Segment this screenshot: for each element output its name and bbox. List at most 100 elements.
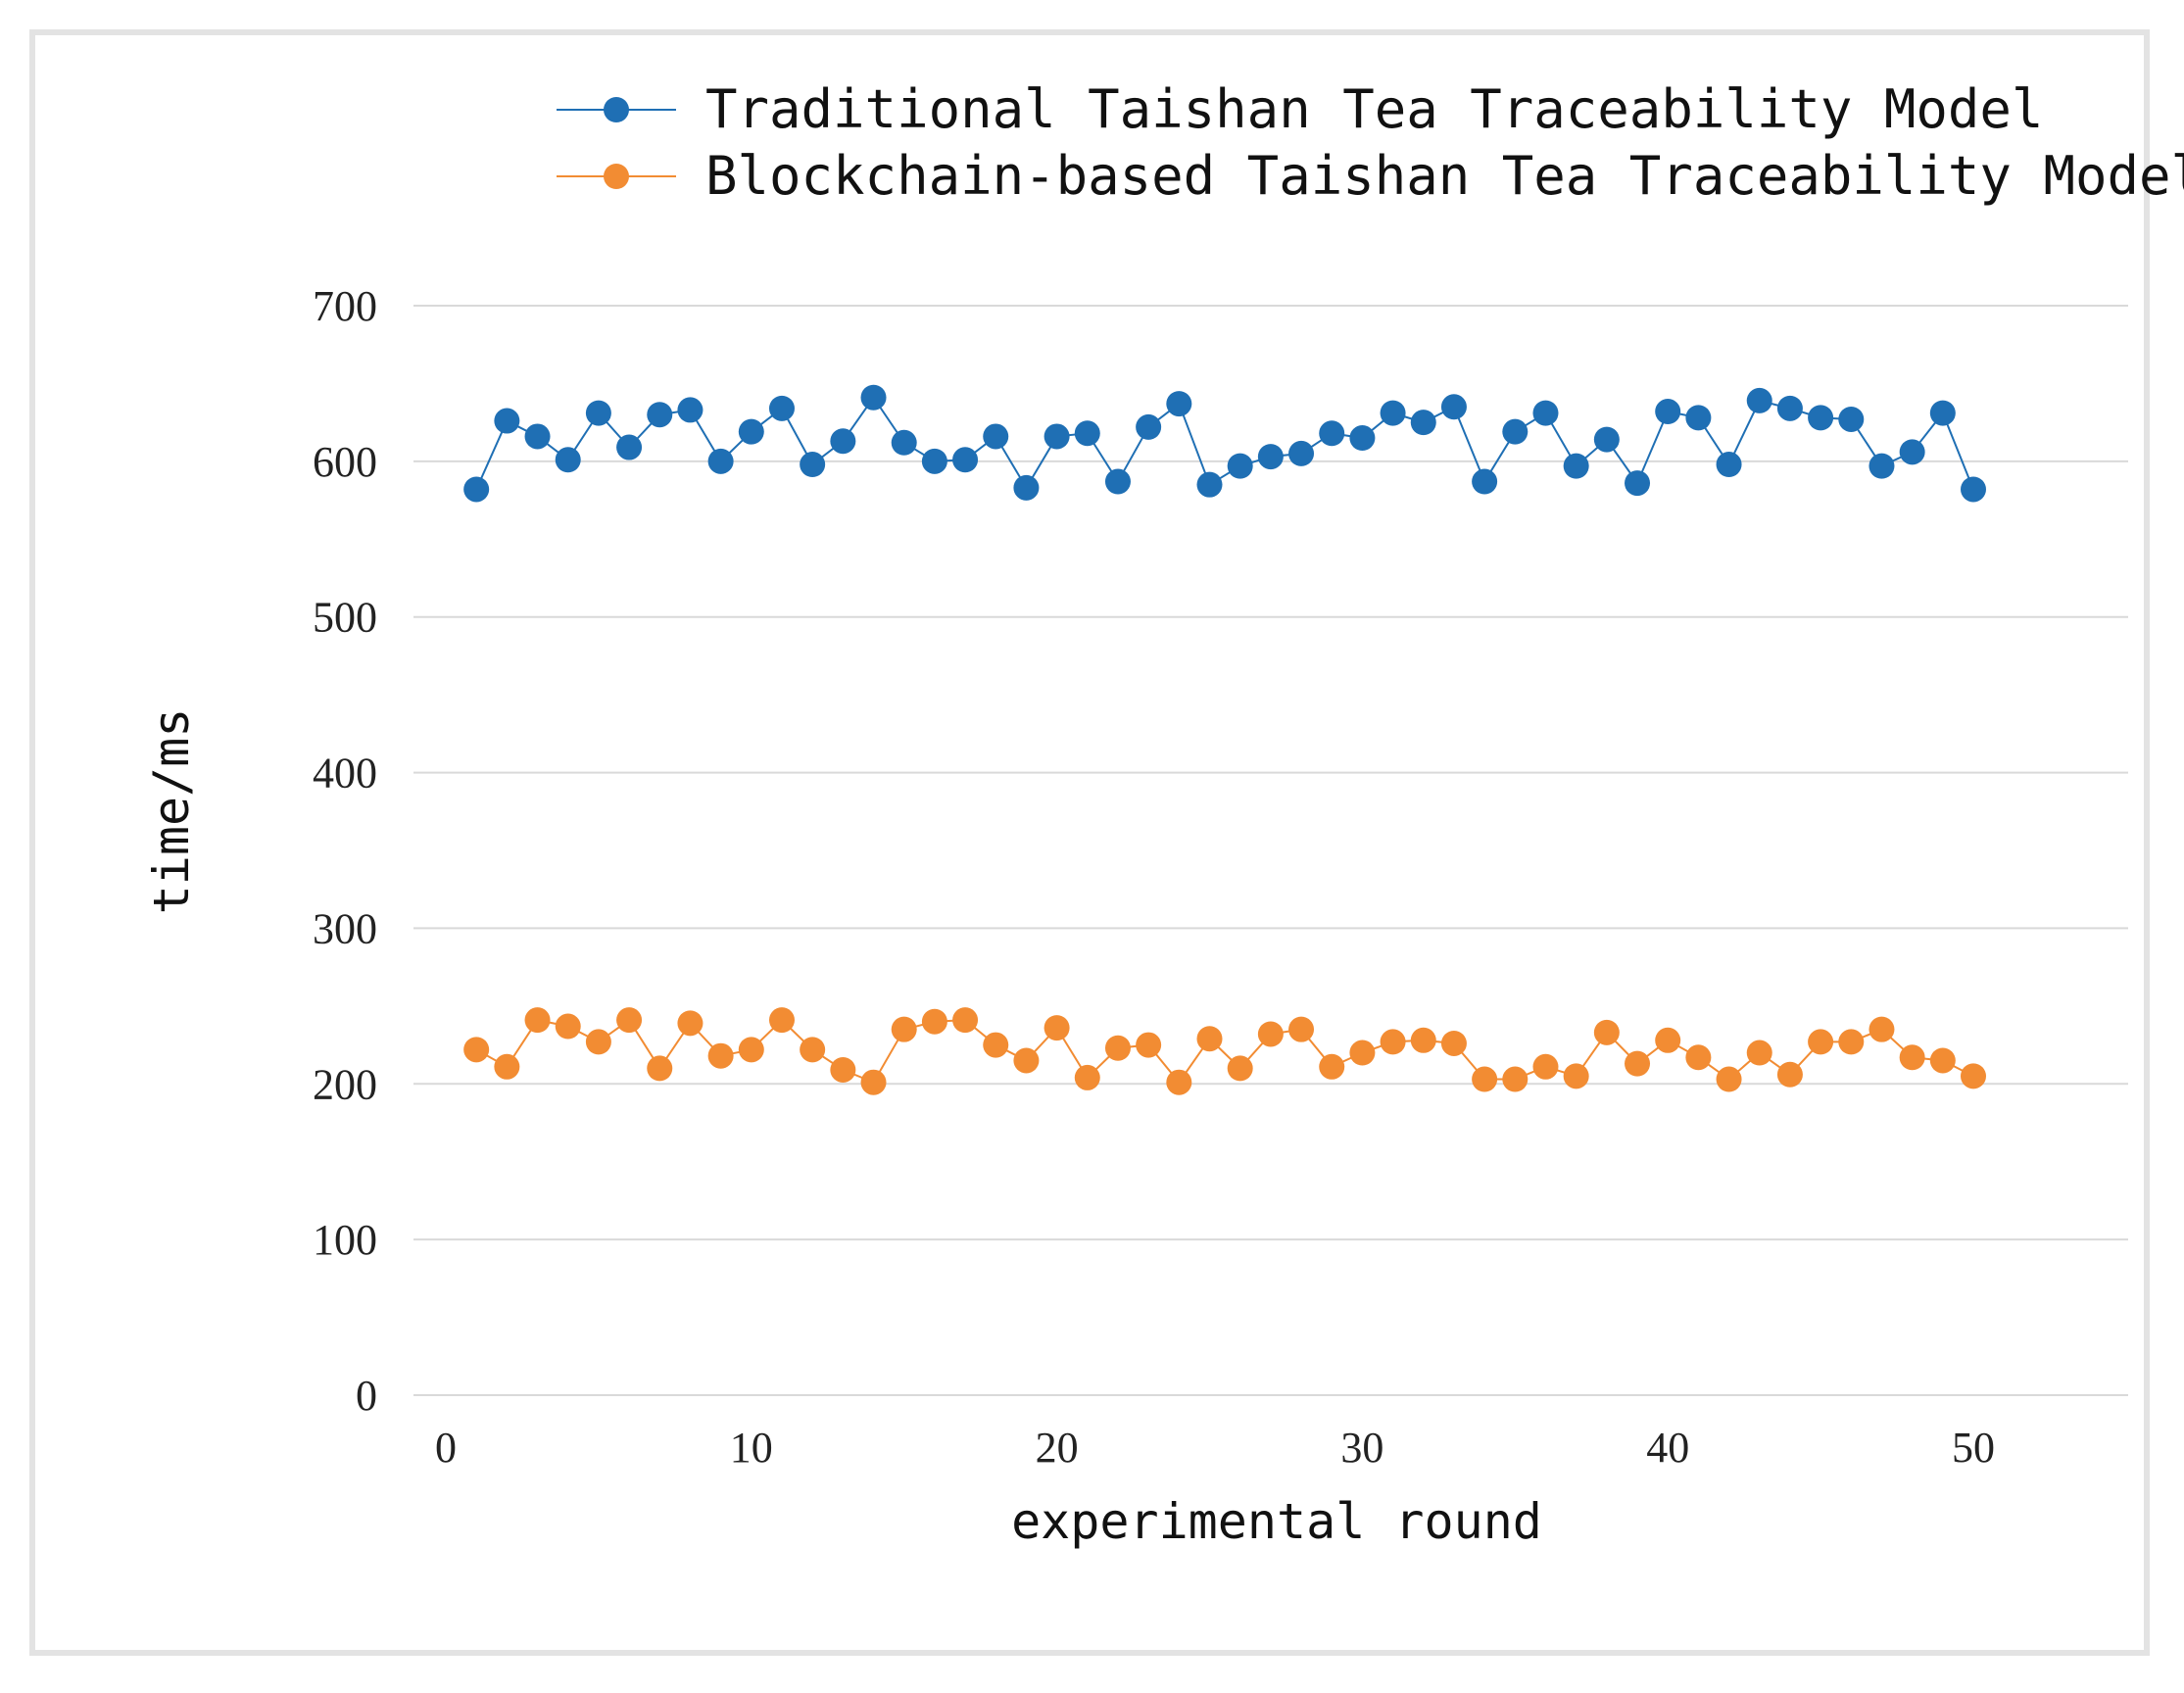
data-point-0-39 [1625, 470, 1651, 497]
data-point-1-15 [891, 1016, 917, 1042]
data-point-0-23 [1136, 413, 1162, 440]
legend: Traditional Taishan Tea Traceability Mod… [557, 78, 2184, 207]
data-point-1-32 [1410, 1027, 1436, 1053]
data-point-0-24 [1166, 391, 1192, 417]
y-axis-title: time/ms [143, 708, 200, 915]
data-point-1-49 [1929, 1047, 1956, 1074]
data-point-0-9 [707, 448, 734, 474]
chart-frame [29, 29, 2150, 1656]
data-point-0-10 [738, 418, 764, 445]
data-point-0-48 [1899, 439, 1925, 465]
data-point-1-37 [1563, 1063, 1589, 1089]
data-point-0-45 [1808, 405, 1834, 431]
data-point-1-8 [677, 1010, 704, 1037]
x-tick-label-50: 50 [1952, 1424, 1995, 1472]
data-point-0-46 [1838, 406, 1865, 432]
x-tick-label-10: 10 [730, 1424, 773, 1472]
data-point-1-12 [800, 1037, 826, 1063]
data-point-0-40 [1655, 399, 1681, 425]
data-point-1-24 [1166, 1069, 1192, 1095]
data-point-0-20 [1043, 423, 1070, 450]
data-point-1-28 [1288, 1016, 1315, 1042]
data-point-1-43 [1746, 1040, 1772, 1066]
data-point-1-23 [1136, 1032, 1162, 1058]
data-point-0-31 [1380, 400, 1406, 426]
x-tick-label-0: 0 [435, 1424, 457, 1472]
data-point-1-41 [1685, 1044, 1712, 1071]
data-point-1-2 [494, 1053, 520, 1080]
data-point-0-37 [1563, 453, 1589, 479]
data-point-0-5 [585, 400, 611, 426]
data-point-0-22 [1104, 468, 1131, 495]
data-point-0-29 [1319, 420, 1345, 447]
data-point-1-39 [1625, 1050, 1651, 1077]
data-point-1-29 [1319, 1053, 1345, 1080]
data-point-0-17 [952, 447, 979, 473]
data-point-1-44 [1776, 1061, 1803, 1088]
data-point-1-35 [1502, 1066, 1529, 1092]
data-point-1-47 [1869, 1016, 1895, 1042]
data-point-0-11 [768, 395, 795, 421]
legend-marker-blockchain [604, 164, 629, 189]
series-1 [463, 1007, 1986, 1095]
data-point-0-21 [1074, 420, 1100, 447]
data-point-0-38 [1593, 426, 1620, 453]
data-point-1-50 [1961, 1063, 1986, 1089]
data-point-0-47 [1869, 453, 1895, 479]
data-point-1-26 [1227, 1055, 1253, 1082]
data-point-1-36 [1532, 1053, 1559, 1080]
data-point-1-45 [1808, 1029, 1834, 1055]
x-tick-label-40: 40 [1646, 1424, 1689, 1472]
data-point-1-25 [1196, 1026, 1223, 1052]
data-point-1-1 [463, 1037, 490, 1063]
data-point-1-33 [1440, 1030, 1467, 1056]
x-tick-label-20: 20 [1036, 1424, 1079, 1472]
data-point-0-28 [1288, 440, 1315, 466]
y-tick-label-200: 200 [313, 1060, 377, 1108]
data-point-1-10 [738, 1037, 764, 1063]
data-point-0-13 [830, 428, 856, 455]
y-tick-label-700: 700 [313, 282, 377, 330]
data-point-0-14 [860, 384, 887, 411]
data-point-1-42 [1716, 1066, 1742, 1092]
data-point-0-32 [1410, 410, 1436, 436]
data-point-1-6 [616, 1007, 643, 1034]
data-point-1-3 [524, 1007, 551, 1034]
gridlines [413, 305, 2128, 1396]
data-point-0-15 [891, 429, 917, 456]
data-point-1-20 [1043, 1015, 1070, 1041]
data-point-0-3 [524, 423, 551, 450]
data-point-0-18 [983, 423, 1009, 450]
data-point-0-6 [616, 434, 643, 460]
legend-marker-traditional [604, 97, 629, 122]
data-point-0-36 [1532, 400, 1559, 426]
data-point-0-44 [1776, 395, 1803, 421]
data-point-1-7 [647, 1055, 673, 1082]
data-point-1-5 [585, 1029, 611, 1055]
x-axis-title: experimental round [1011, 1493, 1542, 1550]
data-point-0-8 [677, 397, 704, 423]
data-point-1-48 [1899, 1044, 1925, 1071]
data-point-0-25 [1196, 471, 1223, 498]
data-point-1-46 [1838, 1029, 1865, 1055]
legend-entry-traditional: Traditional Taishan Tea Traceability Mod… [557, 78, 2043, 140]
data-point-0-16 [921, 448, 947, 474]
legend-entry-blockchain: Blockchain-based Taishan Tea Traceabilit… [557, 145, 2184, 207]
data-point-1-13 [830, 1056, 856, 1083]
data-point-1-17 [952, 1007, 979, 1034]
data-point-0-26 [1227, 453, 1253, 479]
data-point-0-50 [1961, 476, 1986, 503]
data-point-1-4 [555, 1013, 581, 1040]
y-tick-label-400: 400 [313, 750, 377, 798]
series-0 [463, 384, 1986, 503]
data-point-0-2 [494, 408, 520, 434]
y-tick-label-300: 300 [313, 904, 377, 952]
legend-label-blockchain: Blockchain-based Taishan Tea Traceabilit… [705, 145, 2184, 207]
data-point-1-19 [1013, 1047, 1040, 1074]
y-axis-ticks: 0 100 200 300 400 500 600 700 [313, 282, 377, 1420]
data-point-1-21 [1074, 1064, 1100, 1090]
data-point-0-27 [1257, 444, 1284, 470]
data-point-0-41 [1685, 405, 1712, 431]
data-point-1-40 [1655, 1027, 1681, 1053]
